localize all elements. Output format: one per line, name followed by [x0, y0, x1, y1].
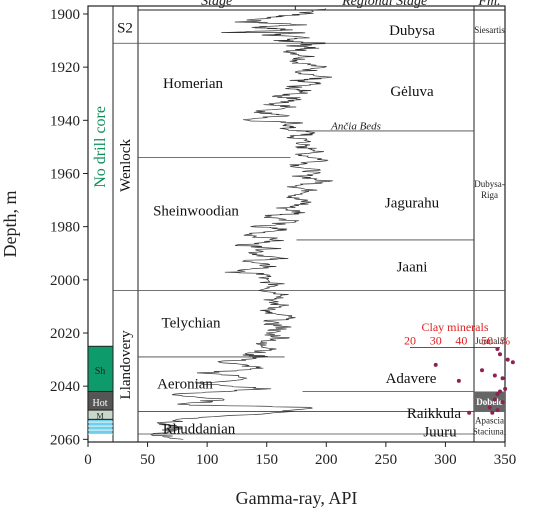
- y-tick-label: 1920: [50, 60, 80, 76]
- stratigraphy-labels: Stage Regional Stage Fm. S2 Wenlock Llandover…: [117, 0, 507, 440]
- clay-minerals-plot: Clay minerals 20 30 40 50%: [404, 320, 515, 415]
- no-drill-core-label: No drill core: [92, 106, 109, 188]
- clay-point: [487, 405, 492, 410]
- clay-tick-label: 40: [455, 334, 467, 348]
- y-axis-title: Depth, m: [0, 191, 20, 258]
- lith-label-sh: Sh: [95, 366, 106, 377]
- clay-point: [467, 410, 472, 415]
- lith-label-m: M: [96, 411, 103, 420]
- clay-point: [433, 362, 438, 367]
- clay-point: [492, 397, 497, 402]
- x-tick-label: 150: [255, 452, 278, 468]
- x-tick-label: 0: [84, 452, 92, 468]
- clay-point: [456, 378, 461, 383]
- clay-point: [490, 410, 495, 415]
- x-tick-label: 100: [196, 452, 219, 468]
- y-tick-label: 1960: [50, 166, 80, 182]
- clay-point: [510, 360, 515, 365]
- y-tick-label: 2060: [50, 432, 80, 448]
- formation-5: Apascia: [475, 416, 504, 426]
- clay-point: [500, 376, 505, 381]
- x-axis-title: Gamma-ray, API: [236, 488, 358, 508]
- plot-border: [87, 5, 506, 443]
- gamma-ray-line: [150, 8, 333, 440]
- series-llandovery: Llandovery: [118, 330, 134, 400]
- regional-stage-0: Dubysa: [389, 23, 435, 39]
- header-formation: Fm.: [477, 0, 500, 9]
- formation-0: Siesartis: [474, 25, 505, 35]
- x-tick-label: 250: [375, 452, 398, 468]
- axes: 0 50 100 150 200 250 300 350 1900 1920 1940 1960 198…: [0, 7, 516, 508]
- clay-point: [495, 408, 500, 413]
- formation-1: Dubysa-: [474, 179, 505, 189]
- clay-point: [498, 352, 502, 357]
- header-regional-stage: Regional Stage: [341, 0, 427, 9]
- regional-stage-5: Raikkula: [407, 406, 461, 422]
- y-tick-label: 2000: [50, 273, 80, 289]
- lithology-column: Sh Hot M No drill core: [87, 106, 114, 435]
- series-s2: S2: [117, 20, 133, 36]
- regional-stage-3: Jaani: [397, 260, 428, 276]
- y-tick-label: 1980: [50, 220, 80, 236]
- clay-point: [500, 400, 505, 405]
- x-tick-label: 300: [434, 452, 457, 468]
- dobele-background: [474, 391, 505, 412]
- regional-stage-2: Jagurahu: [385, 196, 440, 212]
- clay-tick-label: 20: [404, 334, 416, 348]
- header-stage: Stage: [201, 0, 232, 9]
- stage-telychian: Telychian: [162, 315, 221, 331]
- clay-point: [505, 357, 510, 362]
- ancia-beds-label: Ančia Beds: [330, 121, 381, 133]
- stage-aeronian: Aeronian: [157, 377, 213, 393]
- x-tick-label: 350: [494, 452, 517, 468]
- clay-point: [480, 368, 484, 373]
- gamma-ray-curve: [150, 8, 333, 440]
- series-wenlock: Wenlock: [118, 139, 134, 192]
- clay-minerals-title: Clay minerals: [422, 320, 489, 334]
- formation-3: Jurmala: [475, 336, 504, 346]
- clay-tick-label: %: [500, 334, 510, 348]
- stage-homerian: Homerian: [163, 76, 223, 92]
- clay-point: [498, 389, 502, 394]
- y-tick-label: 2040: [50, 379, 80, 395]
- shale-layer: [87, 345, 114, 392]
- regional-stage-4: Adavere: [386, 371, 437, 387]
- lith-label-hot: Hot: [93, 398, 108, 409]
- clay-tick-label: 30: [430, 334, 442, 348]
- x-tick-label: 50: [140, 452, 155, 468]
- clay-tick-label: 50: [481, 334, 493, 348]
- limestone-layer: [87, 418, 114, 435]
- y-tick-label: 2020: [50, 326, 80, 342]
- y-tick-label: 1940: [50, 113, 80, 129]
- regional-stage-1: Gėluva: [390, 84, 434, 100]
- clay-point: [503, 386, 508, 391]
- formation-2: Riga: [481, 190, 498, 200]
- stage-sheinwoodian: Sheinwoodian: [153, 204, 239, 220]
- clay-point: [492, 373, 497, 378]
- regional-stage-6: Juuru: [423, 424, 457, 440]
- clay-point: [495, 392, 500, 397]
- clay-point: [495, 346, 500, 351]
- formation-6: Staciunai: [473, 426, 507, 436]
- stage-rhuddanian: Rhuddanian: [163, 422, 236, 438]
- formation-4: Dobele: [476, 397, 503, 407]
- x-tick-label: 200: [315, 452, 338, 468]
- y-tick-label: 1900: [50, 7, 80, 23]
